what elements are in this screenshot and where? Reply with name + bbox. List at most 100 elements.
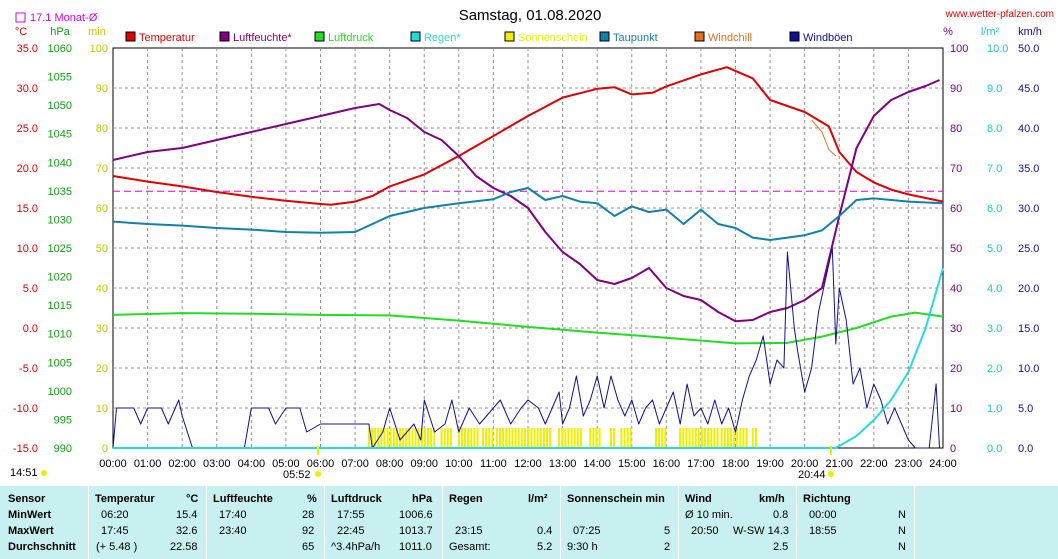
unit-min: min <box>88 26 106 38</box>
x-axis-tick: 21:00 <box>825 458 853 470</box>
min-dir-time: 00:00 <box>809 509 837 521</box>
x-axis-tick: 01:00 <box>134 458 162 470</box>
min-axis-tick: 20 <box>96 363 108 375</box>
weather-chart: 35.0 30.0 25.0 20.0 15.0 10.0 5.0 0.0 -5.0 -10.0 -… <box>10 7 1054 481</box>
temp-axis-tick: -5.0 <box>19 363 38 375</box>
unit-kmh: km/h <box>1018 26 1042 38</box>
row-label-min: MinWert <box>8 509 52 521</box>
header-regen: Regen <box>449 493 483 505</box>
temp-axis-tick: 30.0 <box>17 83 38 95</box>
month-avg-legend-swatch <box>15 12 26 23</box>
min-dir-value: N <box>898 509 906 521</box>
temp-axis-tick: 35.0 <box>17 43 38 55</box>
avg-dir-value: N <box>898 541 906 553</box>
pct-axis-tick: 90 <box>950 83 962 95</box>
legend-label-windchill: Windchill <box>708 32 752 44</box>
kmh-axis-tick: 30.0 <box>1018 203 1039 215</box>
kmh-axis-tick: 25.0 <box>1018 243 1039 255</box>
header-luftdruck: Luftdruck <box>331 493 382 505</box>
rain-axis-tick: 9.0 <box>987 83 1002 95</box>
min-axis-tick: 10 <box>96 403 108 415</box>
sunrise-sun-icon <box>315 471 321 477</box>
hpa-axis-tick: 1050 <box>48 100 72 112</box>
avg-press-value: 1011.0 <box>399 541 432 553</box>
rain-total-value: 5.2 <box>537 541 553 553</box>
avg-wind-value: 2.5 <box>773 541 789 553</box>
rain-axis-tick: 10.0 <box>987 43 1008 55</box>
temp-axis-tick: -10.0 <box>13 403 38 415</box>
hpa-axis-tick: 1010 <box>48 329 72 341</box>
legend-label-sonnenschein: Sonnenschein <box>518 32 588 44</box>
legend-swatch-sonnenschein <box>504 31 515 42</box>
temp-axis-tick: 20.0 <box>17 163 38 175</box>
min-axis-tick: 0 <box>102 443 108 455</box>
header-sonnenschein: Sonnenschein min <box>567 493 665 505</box>
min-temp-value: 15.4 <box>176 509 198 521</box>
hpa-axis-tick: 1045 <box>48 129 72 141</box>
x-axis-tick: 12:00 <box>514 458 542 470</box>
avg-sun-value: 2 <box>664 541 671 553</box>
max-hum-time: 23:40 <box>219 525 247 537</box>
rain-total-label: Gesamt: <box>449 541 491 553</box>
header-hum-unit: % <box>307 493 317 505</box>
series-luftfeuchte <box>112 79 940 323</box>
legend-label-temperatur: Temperatur <box>139 32 195 44</box>
pct-axis-tick: 60 <box>950 203 962 215</box>
min-press-value: 1006.6 <box>399 509 433 521</box>
kmh-axis-tick: 35.0 <box>1018 163 1039 175</box>
legend-label-luftfeuchte: Luftfeuchte* <box>233 32 292 44</box>
kmh-axis-tick: 15.0 <box>1018 323 1039 335</box>
max-rain-time: 23:15 <box>455 525 483 537</box>
header-press-unit: hPa <box>412 493 433 505</box>
header-richtung: Richtung <box>803 493 851 505</box>
legend-swatch-windchill <box>694 31 705 42</box>
kmh-axis-tick: 20.0 <box>1018 283 1039 295</box>
press-trend: ^3.4hPa/h <box>331 541 381 553</box>
hpa-axis-tick: 1015 <box>48 300 72 312</box>
temp-axis-tick: -15.0 <box>13 443 38 455</box>
rain-axis-tick: 4.0 <box>987 283 1002 295</box>
series-windböen <box>112 247 940 449</box>
x-axis-tick: 04:00 <box>238 458 266 470</box>
x-axis-tick: 19:00 <box>756 458 784 470</box>
row-label-avg: Durchschnitt <box>8 541 76 553</box>
pct-axis-tick: 20 <box>950 363 962 375</box>
unit-rain: l/m² <box>981 26 1000 38</box>
statistics-table: Sensor Temperatur °C Luftfeuchte % Luftd… <box>0 486 1058 559</box>
avg-temp-diff: (+ 5.48 ) <box>96 541 138 553</box>
hpa-axis-tick: 1030 <box>48 214 72 226</box>
x-axis-tick: 22:00 <box>860 458 888 470</box>
kmh-axis-tick: 45.0 <box>1018 83 1039 95</box>
x-axis-tick: 10:00 <box>445 458 473 470</box>
min-axis-tick: 30 <box>96 323 108 335</box>
max-rain-value: 0.4 <box>537 525 553 537</box>
hpa-axis-tick: 1025 <box>48 243 72 255</box>
unit-celsius: °C <box>15 26 27 38</box>
max-press-value: 1013.7 <box>399 525 433 537</box>
hpa-axis-tick: 1040 <box>48 157 72 169</box>
rain-axis-tick: 6.0 <box>987 203 1002 215</box>
x-axis-tick: 23:00 <box>895 458 923 470</box>
max-wind-time: 20:50 <box>691 525 719 537</box>
sunset-sun-icon <box>828 471 834 477</box>
legend-label-windboeen: Windböen <box>803 32 853 44</box>
x-axis-tick: 17:00 <box>687 458 715 470</box>
hpa-axis-tick: 1060 <box>48 43 72 55</box>
pct-axis-tick: 10 <box>950 403 962 415</box>
kmh-axis-tick: 5.0 <box>1018 403 1033 415</box>
header-temp-unit: °C <box>186 493 199 505</box>
min-wind-value: 0.8 <box>773 509 789 521</box>
legend-swatch-regen <box>410 31 421 42</box>
chart-title: Samstag, 01.08.2020 <box>459 7 602 24</box>
legend-swatch-windboeen <box>789 31 800 42</box>
unit-percent: % <box>943 26 953 38</box>
rain-axis-tick: 2.0 <box>987 363 1002 375</box>
pct-axis-tick: 70 <box>950 163 962 175</box>
hpa-axis-tick: 1035 <box>48 186 72 198</box>
x-axis-tick: 11:00 <box>480 458 507 470</box>
x-axis-tick: 06:00 <box>307 458 335 470</box>
rain-axis-tick: 5.0 <box>987 243 1002 255</box>
avg-hum-value: 65 <box>302 541 315 553</box>
x-axis-tick: 07:00 <box>341 458 369 470</box>
kmh-axis-tick: 40.0 <box>1018 123 1039 135</box>
